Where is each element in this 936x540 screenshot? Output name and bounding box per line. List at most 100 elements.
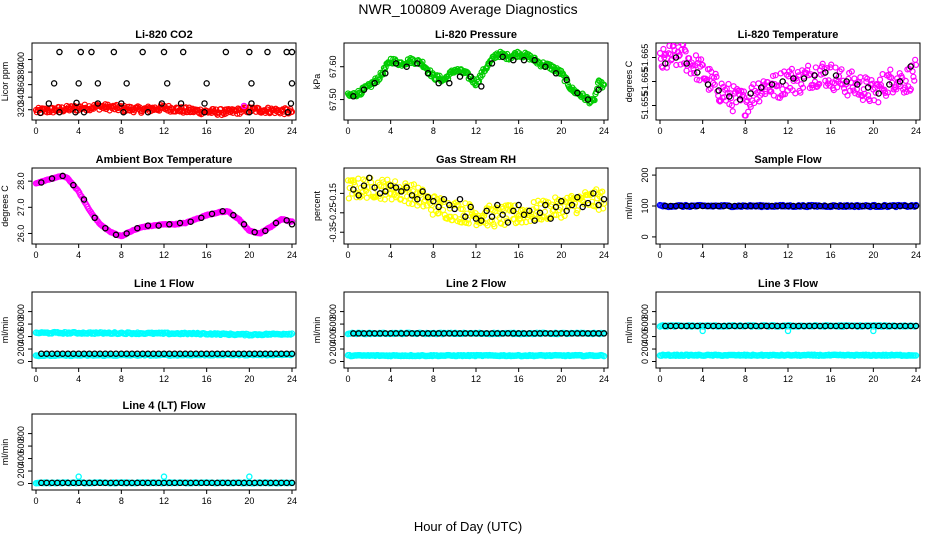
data-point: [467, 73, 474, 80]
data-point: [907, 63, 914, 70]
panel-title: Line 3 Flow: [758, 278, 818, 290]
x-tick-label: 4: [76, 374, 81, 384]
data-point: [557, 204, 564, 211]
data-point: [531, 56, 538, 64]
x-tick-label: 20: [556, 250, 566, 260]
data-point: [456, 73, 464, 80]
x-tick-label: 12: [159, 374, 169, 384]
data-point: [447, 213, 454, 220]
data-point: [414, 195, 421, 203]
data-point: [828, 61, 835, 68]
data-point: [510, 56, 517, 64]
y-tick-label: 0: [16, 481, 26, 486]
data-point: [284, 108, 291, 116]
data-point: [599, 188, 606, 195]
x-tick-label: 24: [599, 126, 609, 136]
y-tick-label: 600: [16, 317, 26, 332]
data-point: [176, 219, 184, 227]
y-tick-label: 800: [16, 304, 26, 319]
y-tick-label: 600: [640, 317, 650, 332]
data-point: [687, 70, 694, 77]
y-tick-label: 67.50: [328, 88, 338, 111]
data-point: [902, 77, 909, 85]
data-point: [672, 54, 680, 61]
x-tick-label: 24: [287, 374, 297, 384]
data-point: [584, 199, 592, 207]
data-point: [903, 88, 910, 96]
x-tick-label: 16: [514, 126, 524, 136]
series-cyan-low: [656, 351, 920, 360]
data-point: [887, 66, 894, 73]
panel-1: Li-820 Pressure kPa 0 4 8 12 16 20 24 67.50 67.60: [312, 29, 609, 136]
data-point: [699, 61, 706, 69]
data-point: [662, 60, 669, 67]
data-point: [440, 195, 448, 203]
data-point: [843, 78, 850, 85]
data-point: [712, 70, 719, 77]
x-tick-label: 20: [556, 126, 566, 136]
data-point: [561, 212, 568, 220]
data-point: [876, 76, 884, 83]
data-point: [346, 184, 353, 192]
x-tick-label: 8: [119, 496, 124, 506]
data-point: [272, 219, 280, 227]
data-point: [563, 207, 570, 215]
data-point: [59, 172, 66, 180]
data-point: [686, 55, 693, 62]
x-tick-label: 0: [33, 496, 38, 506]
data-point: [677, 61, 684, 68]
x-tick-label: 8: [431, 374, 436, 384]
series-black: [662, 54, 914, 103]
x-tick-label: 12: [159, 250, 169, 260]
x-tick-label: 20: [868, 374, 878, 384]
data-point: [758, 84, 765, 91]
data-point: [844, 92, 851, 99]
data-point: [510, 207, 517, 215]
data-point: [410, 181, 418, 188]
x-tick-label: 4: [388, 374, 393, 384]
x-tick-label: 24: [599, 250, 609, 260]
series-black: [350, 174, 608, 226]
data-point: [288, 221, 296, 228]
data-point: [882, 92, 890, 99]
x-tick-label: 0: [345, 126, 350, 136]
data-point: [360, 86, 368, 93]
data-point: [424, 194, 432, 201]
data-point: [139, 48, 146, 56]
y-axis-label: Licor ppm: [0, 62, 10, 102]
x-tick-label: 4: [76, 496, 81, 506]
data-point: [552, 203, 560, 211]
data-point: [779, 78, 786, 85]
data-point: [748, 84, 755, 91]
x-tick-label: 20: [244, 126, 254, 136]
x-tick-label: 16: [826, 374, 836, 384]
x-tick-label: 0: [345, 374, 350, 384]
x-tick-label: 0: [33, 374, 38, 384]
data-point: [458, 219, 465, 226]
x-tick-label: 0: [657, 250, 662, 260]
data-point: [446, 201, 453, 209]
data-point: [729, 108, 736, 115]
data-point: [144, 108, 152, 116]
data-point: [472, 215, 480, 222]
panel-9: Line 4 (LT) Flow ml/min 0 4 8 12 16 20 24 0 200400…: [0, 400, 297, 506]
y-tick-label: 0: [640, 359, 650, 364]
y-axis-label: degrees C: [624, 60, 634, 102]
data-point: [657, 55, 664, 62]
data-point: [50, 80, 58, 87]
x-tick-label: 8: [743, 374, 748, 384]
x-tick-label: 8: [743, 250, 748, 260]
data-point: [435, 210, 442, 217]
data-point: [908, 62, 915, 69]
data-point: [912, 352, 920, 359]
y-tick-label: 320: [16, 102, 26, 117]
data-point: [465, 220, 472, 227]
data-point: [854, 81, 861, 88]
y-tick-label: -0.35: [328, 222, 338, 243]
data-point: [488, 213, 496, 220]
data-point: [591, 97, 598, 104]
x-tick-label: 4: [388, 250, 393, 260]
x-tick-label: 8: [119, 250, 124, 260]
data-point: [158, 100, 166, 107]
data-point: [739, 91, 747, 98]
